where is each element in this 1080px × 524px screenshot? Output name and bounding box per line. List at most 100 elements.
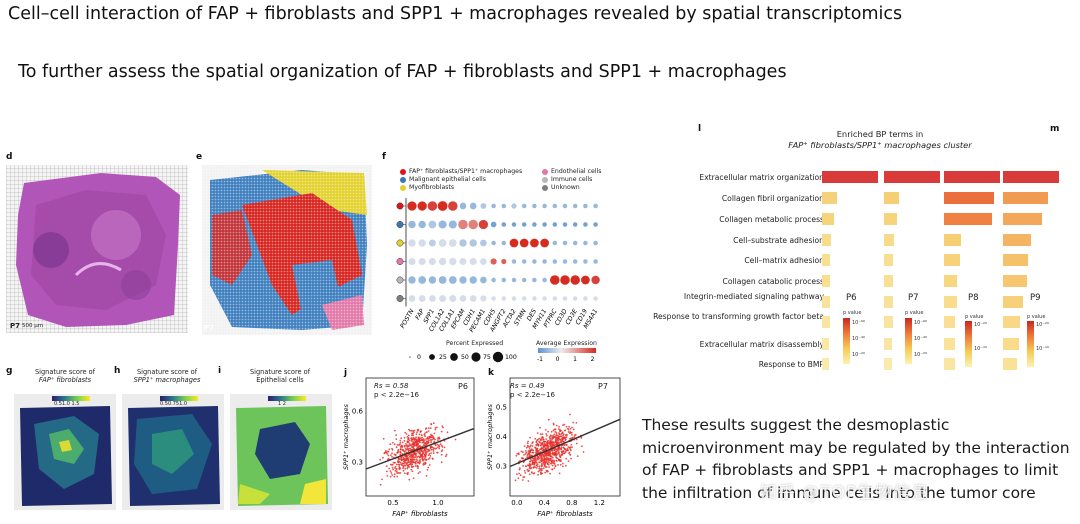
scatter-point: [571, 426, 573, 429]
p-value-tick: 10⁻²⁰: [974, 322, 988, 328]
scatter-point: [541, 433, 544, 435]
scatter-point: [411, 463, 414, 466]
y-tick-label: 0.3: [352, 458, 363, 466]
scatter-point: [437, 439, 439, 441]
legend-label: Myofibroblasts: [409, 184, 455, 191]
scatter-point: [445, 453, 448, 456]
scatter-point: [399, 451, 402, 453]
scatter-point: [412, 477, 415, 479]
scatter-point: [409, 447, 411, 450]
p-value-tick: 10⁻²⁰: [914, 352, 928, 358]
dot: [458, 219, 468, 230]
scatter-point: [551, 445, 554, 448]
scatter-point: [567, 428, 570, 431]
y-tick-label: 0.5: [496, 404, 507, 412]
scatter-point: [526, 456, 528, 459]
bp-bar: [884, 338, 892, 350]
scatter-point: [521, 457, 523, 459]
scatter-point: [567, 431, 570, 433]
bp-bar: [822, 296, 830, 308]
scatter-point: [397, 451, 400, 454]
scatter-point: [407, 458, 409, 461]
dot: [501, 222, 507, 227]
sample-label-d: P7: [10, 322, 21, 330]
scatter-point: [534, 466, 537, 468]
scatter-point: [525, 465, 527, 468]
scatter-point: [397, 449, 400, 451]
legend-swatch: [400, 185, 406, 191]
scatter-point: [551, 452, 553, 455]
dot: [418, 276, 427, 284]
size-legend-label: 25: [439, 354, 447, 361]
scatter-point: [568, 432, 571, 435]
scatter-point: [557, 458, 560, 461]
scatter-point: [416, 440, 419, 442]
scatter-point: [394, 462, 396, 464]
scatter-point: [395, 468, 398, 470]
scatter-point: [403, 460, 405, 463]
scatter-point: [574, 434, 577, 436]
scatter-point: [559, 438, 562, 441]
scatter-point: [538, 441, 541, 444]
scatter-point: [393, 473, 396, 476]
scatter-point: [437, 446, 439, 448]
scatter-point: [564, 429, 566, 432]
scatter-point: [424, 463, 426, 466]
scatter-point: [546, 440, 549, 443]
bp-term-label: Response to BMP: [758, 360, 824, 369]
scatter-point: [544, 444, 547, 447]
dot: [448, 201, 458, 211]
scatter-point: [540, 469, 543, 472]
scatter-point: [540, 460, 543, 463]
scatter-point: [434, 438, 436, 441]
scatter-point: [379, 483, 382, 486]
scatter-point: [539, 433, 542, 436]
scatter-point: [395, 434, 397, 436]
scatter-point: [423, 432, 426, 435]
scatter-point: [520, 450, 523, 453]
dot: [428, 220, 437, 229]
scatter-point: [393, 475, 396, 478]
scatter-point: [532, 451, 535, 454]
y-axis-label: SPP1⁺ macrophages: [342, 403, 350, 469]
scatter-point: [405, 433, 408, 435]
scatter-point: [419, 461, 422, 463]
scatter-point: [406, 467, 409, 470]
scatter-point: [418, 440, 420, 443]
scatter-point: [545, 448, 547, 451]
scatter-point: [570, 444, 573, 446]
scatter-point: [400, 463, 403, 466]
scatter-point: [436, 426, 438, 429]
scatter-point: [563, 452, 565, 455]
dot: [407, 201, 417, 211]
scatter-point: [407, 464, 410, 467]
dot: [428, 276, 437, 284]
scatter-point: [427, 466, 430, 469]
scatter-point: [547, 451, 550, 454]
scatter-point: [425, 438, 428, 440]
scatter-point: [555, 435, 557, 437]
avg-tick-label: 2: [591, 356, 595, 363]
scatter-point: [529, 455, 531, 458]
bp-bar: [822, 213, 835, 225]
scatter-point: [565, 457, 568, 460]
bp-bar: [884, 358, 892, 370]
scatter-point: [515, 454, 518, 457]
scatter-point: [400, 437, 403, 440]
legend-swatch: [542, 169, 548, 175]
dot: [469, 239, 477, 247]
dot: [459, 202, 467, 210]
scatter-point: [431, 457, 434, 460]
scatter-point: [426, 436, 429, 439]
scatter-point: [547, 440, 550, 442]
dot: [519, 238, 529, 248]
avg-expression-bar: [538, 348, 596, 353]
scatter-point: [405, 443, 407, 445]
scatter-point: [382, 456, 384, 459]
scatter-point: [402, 469, 405, 472]
scatter-point: [527, 480, 530, 482]
slide-title: Cell–cell interaction of FAP + fibroblas…: [8, 4, 903, 24]
scatter-point: [425, 443, 428, 446]
scatter-point: [401, 441, 404, 444]
scatter-point: [406, 456, 409, 459]
